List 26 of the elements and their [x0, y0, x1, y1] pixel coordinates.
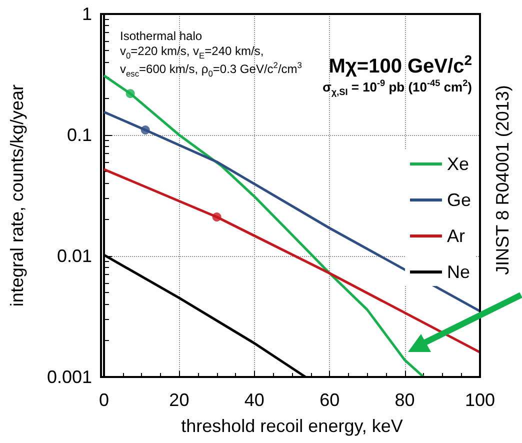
x-tick-label: 20 [169, 390, 190, 410]
text: σ$_{χ,SI}$ = 10$^{-9}$ pb (10$^{-45}$ cm$^{2}$) [322, 78, 472, 97]
x-tick-label: 60 [320, 390, 340, 410]
legend-label: Ne [446, 262, 470, 282]
y-tick-label: 0.001 [46, 367, 92, 387]
point [140, 125, 150, 134]
y-tick-label: 1 [82, 4, 92, 24]
annotation: Mχ=100 GeV/c$^{2}$ [328, 52, 472, 79]
point [212, 212, 222, 222]
annotation: v$_{esc}$=600 km/s, ρ$_{0}$=0.3 GeV/c$^{2}$/cm$^{3}$ [120, 60, 302, 80]
x-tick-label: 100 [464, 390, 496, 410]
x-tick-label: 40 [244, 390, 264, 410]
x-axis-title: threshold recoil energy, keV [181, 416, 403, 436]
annotation: v$_{0}$=220 km/s, v$_{E}$=240 km/s, [120, 44, 264, 62]
legend-label: Xe [446, 154, 470, 174]
legend-label: Ge [446, 190, 472, 210]
x-tick-label: 0 [98, 390, 110, 410]
annotation: Isothermal halo [120, 29, 202, 44]
y-tick-label: 0.1 [66, 125, 92, 145]
point [126, 89, 135, 98]
y-axis-title: integral rate, counts/kg/year [7, 84, 27, 307]
line-series [102, 110, 482, 312]
x-tick-label: 80 [394, 390, 415, 410]
text: JINST 8 R04001 (2013) [492, 85, 514, 275]
legend-label: Ar [446, 226, 465, 246]
y-tick-label: 0.01 [56, 246, 92, 266]
